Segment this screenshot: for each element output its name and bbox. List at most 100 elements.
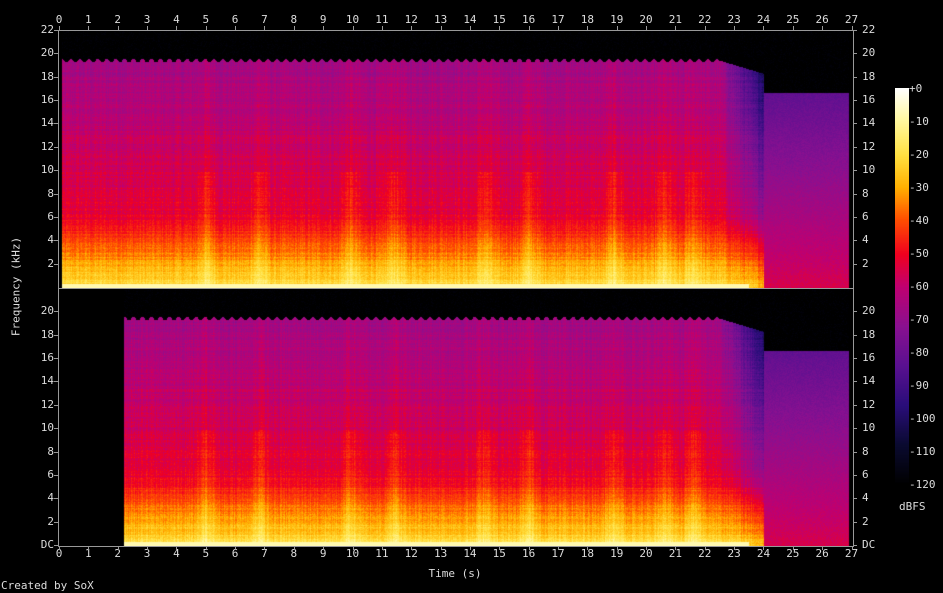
x-tick-mark bbox=[147, 26, 149, 30]
x-tick-mark bbox=[763, 26, 765, 30]
y-tick-label-left: 6 bbox=[47, 209, 54, 223]
y-tick-label-left: 22 bbox=[40, 23, 54, 36]
x-tick-mark bbox=[587, 26, 589, 30]
x-tick-label-bottom: 16 bbox=[522, 547, 536, 560]
colorbar-tick-label: -30 bbox=[909, 181, 929, 194]
x-tick-mark bbox=[176, 546, 178, 550]
x-tick-label-bottom: 22 bbox=[698, 547, 712, 560]
x-tick-label-top: 20 bbox=[639, 13, 653, 26]
colorbar-tick-label: -60 bbox=[909, 280, 929, 293]
y-tick-label-right: 8 bbox=[862, 444, 869, 458]
y-tick-mark bbox=[54, 123, 58, 125]
x-tick-mark bbox=[411, 546, 413, 550]
y-tick-mark bbox=[54, 498, 58, 500]
colorbar-tick-label: -40 bbox=[909, 214, 929, 227]
y-tick-label-right: 12 bbox=[862, 139, 876, 153]
colorbar-tick-label: -110 bbox=[909, 445, 936, 458]
x-tick-mark bbox=[646, 26, 648, 30]
x-tick-mark bbox=[851, 26, 853, 30]
y-tick-label-right: 16 bbox=[862, 93, 876, 107]
y-tick-label-right: 18 bbox=[862, 327, 876, 341]
y-tick-label-right: 4 bbox=[862, 233, 869, 247]
y-tick-mark bbox=[54, 381, 58, 383]
y-tick-mark bbox=[54, 240, 58, 242]
x-tick-label-top: 7 bbox=[261, 13, 268, 26]
x-tick-label-top: 10 bbox=[345, 13, 360, 26]
x-tick-label-bottom: 11 bbox=[375, 547, 389, 560]
y-tick-mark bbox=[54, 451, 58, 453]
x-tick-mark bbox=[734, 546, 736, 550]
y-tick-mark bbox=[54, 474, 58, 476]
x-tick-label-bottom: 24 bbox=[756, 547, 771, 560]
y-tick-label-right: 20 bbox=[862, 46, 876, 60]
y-tick-label-right: 12 bbox=[862, 397, 876, 411]
x-tick-label-top: 13 bbox=[433, 13, 448, 26]
x-tick-label-bottom: 4 bbox=[173, 547, 180, 560]
x-tick-label-top: 23 bbox=[727, 13, 741, 26]
y-tick-label-right: 6 bbox=[862, 467, 869, 481]
x-tick-mark bbox=[117, 26, 119, 30]
x-tick-mark bbox=[646, 546, 648, 550]
x-tick-label-top: 18 bbox=[580, 13, 594, 26]
x-tick-label-bottom: 2 bbox=[114, 547, 122, 560]
x-tick-label-bottom: 5 bbox=[202, 547, 210, 560]
x-tick-label-top: 11 bbox=[375, 13, 389, 26]
y-tick-label-right: 14 bbox=[862, 374, 876, 388]
x-tick-mark bbox=[264, 26, 266, 30]
y-tick-label-right: 18 bbox=[862, 69, 876, 83]
x-tick-label-top: 12 bbox=[404, 13, 418, 26]
x-tick-mark bbox=[264, 546, 266, 550]
colorbar-tick-label: -100 bbox=[909, 412, 936, 425]
y-tick-label-left: 8 bbox=[47, 444, 54, 458]
x-tick-label-top: 9 bbox=[319, 13, 327, 26]
y-tick-label-left: 12 bbox=[40, 397, 54, 411]
y-tick-mark bbox=[853, 474, 857, 476]
colorbar-tick-label: -70 bbox=[909, 313, 929, 326]
y-tick-mark bbox=[853, 334, 857, 336]
x-tick-mark bbox=[792, 26, 794, 30]
colorbar-tick-label: -10 bbox=[909, 115, 929, 128]
x-tick-label-top: 27 bbox=[844, 13, 859, 26]
x-tick-label-top: 19 bbox=[610, 13, 624, 26]
y-tick-mark bbox=[54, 358, 58, 360]
y-tick-label-left: 14 bbox=[40, 116, 54, 130]
y-tick-label-left: DC bbox=[40, 538, 54, 551]
x-tick-label-bottom: 19 bbox=[610, 547, 624, 560]
x-tick-mark bbox=[59, 546, 60, 550]
x-tick-label-bottom: 13 bbox=[433, 547, 448, 560]
colorbar-tick-label: -20 bbox=[909, 148, 929, 161]
y-tick-mark bbox=[54, 428, 58, 430]
y-tick-mark bbox=[54, 100, 58, 102]
x-tick-label-bottom: 3 bbox=[143, 547, 151, 560]
x-tick-label-top: 2 bbox=[114, 13, 122, 26]
y-tick-label-right: 14 bbox=[862, 116, 876, 130]
y-tick-mark bbox=[54, 216, 58, 218]
x-tick-mark bbox=[558, 546, 559, 550]
x-tick-mark bbox=[616, 26, 618, 30]
x-tick-label-bottom: 25 bbox=[786, 547, 800, 560]
x-tick-label-bottom: 21 bbox=[668, 547, 683, 560]
y-tick-mark bbox=[54, 76, 58, 78]
x-tick-mark bbox=[499, 546, 501, 550]
x-tick-label-bottom: 0 bbox=[55, 547, 63, 560]
y-tick-label-left: 8 bbox=[47, 186, 54, 200]
x-tick-mark bbox=[469, 26, 471, 30]
colorbar-tick-label: -120 bbox=[909, 478, 936, 491]
y-tick-mark bbox=[853, 123, 857, 125]
colorbar-tick-label: -90 bbox=[909, 379, 929, 392]
x-tick-label-bottom: 17 bbox=[551, 547, 565, 560]
x-tick-mark bbox=[293, 26, 295, 30]
x-tick-label-bottom: 1 bbox=[85, 547, 92, 560]
y-tick-mark bbox=[853, 381, 857, 383]
x-tick-mark bbox=[792, 546, 794, 550]
x-tick-label-top: 15 bbox=[492, 13, 506, 26]
x-tick-label-top: 8 bbox=[290, 13, 298, 26]
y-tick-label-left: 12 bbox=[40, 139, 54, 153]
x-tick-mark bbox=[704, 546, 706, 550]
y-tick-label-left: 20 bbox=[40, 46, 54, 60]
x-tick-label-bottom: 15 bbox=[492, 547, 506, 560]
x-tick-mark bbox=[851, 546, 853, 550]
y-tick-mark bbox=[853, 240, 857, 242]
y-tick-mark bbox=[853, 146, 857, 148]
x-tick-mark bbox=[205, 546, 207, 550]
